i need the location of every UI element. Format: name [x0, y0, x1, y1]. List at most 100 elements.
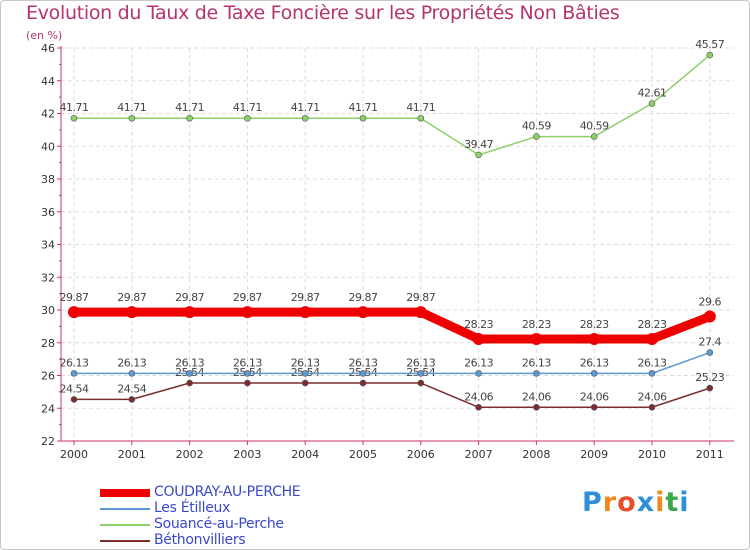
legend-swatch	[100, 524, 150, 526]
data-label: 26.13	[638, 356, 667, 369]
data-point	[590, 370, 598, 377]
data-point	[472, 332, 485, 345]
y-tick-label: 40	[41, 140, 55, 153]
series-line	[69, 307, 715, 344]
data-label: 41.71	[175, 101, 204, 114]
data-label: 28.23	[638, 318, 667, 331]
data-label: 24.06	[638, 390, 667, 403]
chart-title: Evolution du Taux de Taxe Foncière sur l…	[26, 2, 620, 24]
data-label: 29.87	[349, 291, 378, 304]
data-point	[417, 379, 425, 387]
data-point	[533, 403, 540, 411]
data-label: 26.13	[117, 356, 146, 369]
legend-swatch	[100, 540, 150, 542]
logo-letter: x	[636, 487, 656, 518]
data-point	[299, 306, 312, 319]
series-line	[73, 382, 711, 409]
y-tick-label: 26	[41, 370, 55, 383]
data-point	[244, 379, 251, 387]
y-tick-label: 44	[41, 75, 55, 88]
data-label: 24.54	[60, 382, 89, 395]
legend-swatch	[100, 489, 150, 497]
data-point	[357, 306, 369, 319]
data-label: 26.13	[406, 356, 435, 369]
data-point	[706, 349, 714, 356]
data-point	[301, 379, 309, 387]
data-point	[703, 310, 716, 323]
logo-letter: i	[679, 487, 690, 518]
data-label: 27.4	[699, 336, 722, 349]
data-label: 26.13	[580, 356, 609, 369]
data-point	[70, 396, 78, 403]
data-point	[186, 114, 193, 122]
data-label: 41.71	[60, 101, 89, 114]
x-tick-label: 2005	[349, 448, 377, 461]
y-tick-label: 34	[41, 239, 55, 252]
data-label: 24.06	[464, 390, 493, 403]
x-tick-label: 2011	[696, 448, 724, 461]
legend-label: Béthonvilliers	[154, 532, 246, 548]
data-point	[590, 133, 598, 140]
data-label: 26.13	[522, 356, 551, 369]
data-point	[241, 306, 254, 319]
x-tick-label: 2007	[465, 448, 493, 461]
data-label: 29.87	[291, 291, 320, 304]
data-point	[533, 133, 540, 140]
data-label: 29.6	[699, 296, 722, 309]
x-tick-label: 2006	[407, 448, 435, 461]
data-label: 41.71	[291, 101, 320, 114]
data-point	[70, 114, 78, 122]
x-tick-label: 2003	[233, 448, 261, 461]
data-point	[475, 151, 482, 159]
data-point	[359, 379, 367, 387]
x-tick-label: 2002	[176, 448, 204, 461]
data-label: 41.71	[349, 101, 378, 114]
unit-label: (en %)	[26, 29, 63, 42]
x-tick-label: 2008	[522, 448, 550, 461]
data-label: 26.13	[349, 356, 378, 369]
data-point	[359, 114, 367, 122]
data-point	[128, 396, 136, 403]
data-point	[359, 370, 367, 377]
data-label: 41.71	[117, 101, 146, 114]
data-point	[533, 370, 540, 377]
data-label: 41.71	[233, 101, 262, 114]
data-point	[706, 384, 714, 392]
y-tick-label: 28	[41, 337, 55, 350]
data-label: 26.13	[60, 356, 89, 369]
data-point	[301, 370, 309, 377]
y-tick-label: 46	[41, 42, 55, 55]
data-label: 29.87	[175, 291, 204, 304]
legend-label: Souancé-au-Perche	[154, 516, 284, 532]
data-point	[648, 403, 656, 411]
data-point	[414, 306, 427, 319]
data-point	[244, 114, 251, 122]
data-point	[68, 306, 80, 319]
data-label: 39.47	[464, 138, 493, 151]
logo-letter: i	[655, 487, 666, 518]
data-point	[530, 332, 543, 345]
data-label: 26.13	[233, 356, 262, 369]
x-tick-label: 2000	[60, 448, 88, 461]
data-point	[648, 370, 656, 377]
data-label: 42.61	[638, 87, 667, 100]
x-tick-label: 2009	[580, 448, 608, 461]
x-tick-label: 2001	[118, 448, 146, 461]
data-point	[417, 370, 425, 377]
data-point	[128, 114, 136, 122]
x-tick-label: 2004	[291, 448, 319, 461]
data-point	[125, 306, 138, 319]
data-label: 28.23	[522, 318, 551, 331]
data-point	[183, 306, 196, 319]
y-tick-label: 42	[41, 108, 55, 121]
legend-label: COUDRAY-AU-PERCHE	[154, 484, 301, 500]
data-point	[475, 403, 482, 411]
series-line	[73, 54, 711, 156]
y-tick-label: 36	[41, 206, 55, 219]
data-point	[417, 114, 425, 122]
legend-swatch	[100, 508, 150, 510]
data-label: 24.06	[522, 390, 551, 403]
data-point	[706, 51, 714, 59]
data-label: 29.87	[406, 291, 435, 304]
